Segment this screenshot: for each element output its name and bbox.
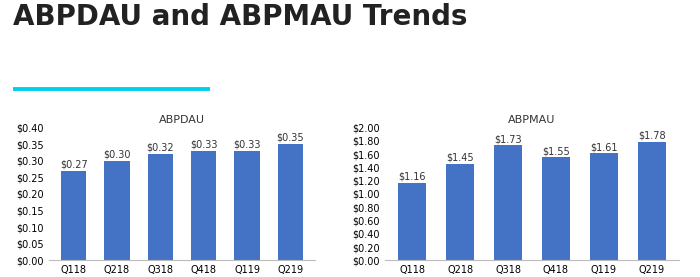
Text: $0.35: $0.35: [276, 133, 304, 143]
Text: ABPDAU and ABPMAU Trends: ABPDAU and ABPMAU Trends: [13, 3, 467, 31]
Bar: [61, 171, 86, 260]
Text: $1.61: $1.61: [590, 142, 617, 152]
Text: $1.45: $1.45: [447, 153, 474, 163]
Bar: [104, 161, 130, 260]
Bar: [234, 151, 260, 260]
Bar: [590, 153, 617, 260]
Text: $0.33: $0.33: [190, 139, 218, 149]
Text: $1.73: $1.73: [494, 134, 522, 144]
Bar: [191, 151, 216, 260]
Bar: [447, 164, 474, 260]
Text: $0.27: $0.27: [60, 159, 88, 169]
Title: ABPDAU: ABPDAU: [159, 115, 205, 125]
Title: ABPMAU: ABPMAU: [508, 115, 556, 125]
Bar: [494, 145, 522, 260]
Text: $1.78: $1.78: [638, 131, 666, 141]
Bar: [638, 142, 666, 260]
Text: $0.30: $0.30: [103, 149, 131, 159]
Text: $1.55: $1.55: [542, 146, 570, 156]
Bar: [148, 154, 173, 260]
Bar: [278, 144, 303, 260]
Text: $1.16: $1.16: [398, 172, 426, 182]
Bar: [398, 183, 426, 260]
Text: $0.33: $0.33: [233, 139, 261, 149]
Bar: [542, 157, 570, 260]
Text: $0.32: $0.32: [146, 143, 174, 153]
